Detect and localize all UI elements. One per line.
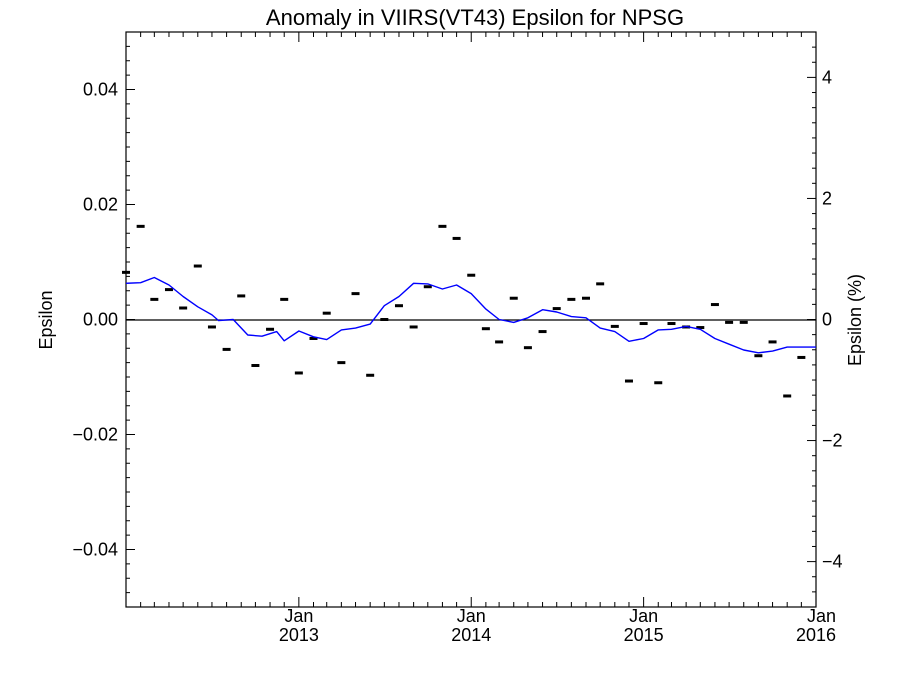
x-tick-label-month: Jan <box>457 606 486 626</box>
x-tick-label-year: 2014 <box>451 625 491 645</box>
y-tick-label-right: 4 <box>822 67 832 87</box>
series-layer <box>122 224 816 398</box>
y-tick-label-right: −4 <box>822 552 843 572</box>
ticks-layer: 0.040.020.00−0.02−0.04420−2−4Jan2013Jan2… <box>72 32 843 645</box>
y-tick-label-left: −0.02 <box>72 425 118 445</box>
x-tick-label-month: Jan <box>807 606 836 626</box>
chart-title: Anomaly in VIIRS(VT43) Epsilon for NPSG <box>266 5 684 30</box>
smoothed-anomaly-line <box>125 276 816 354</box>
y-tick-label-left: 0.02 <box>83 195 118 215</box>
y-tick-label-left: 0.04 <box>83 80 118 100</box>
y-tick-label-left: 0.00 <box>83 310 118 330</box>
y-tick-label-right: 2 <box>822 188 832 208</box>
x-tick-label-year: 2016 <box>796 625 836 645</box>
y-axis-title-right: Epsilon (%) <box>845 274 865 366</box>
x-tick-label-year: 2015 <box>624 625 664 645</box>
y-tick-label-right: 0 <box>822 310 832 330</box>
x-tick-label-month: Jan <box>629 606 658 626</box>
x-tick-label-month: Jan <box>284 606 313 626</box>
y-tick-label-right: −2 <box>822 431 843 451</box>
x-tick-label-year: 2013 <box>279 625 319 645</box>
y-axis-title-left: Epsilon <box>36 290 56 349</box>
y-tick-label-left: −0.04 <box>72 540 118 560</box>
